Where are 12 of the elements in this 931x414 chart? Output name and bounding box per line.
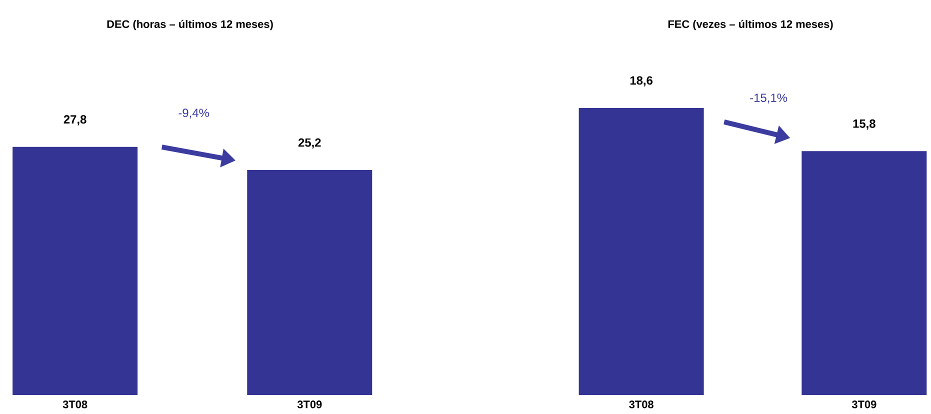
- data-label: 15,8: [853, 119, 876, 130]
- text: -9,4%: [178, 108, 209, 119]
- chart-title: FEC (vezes – últimos 12 meses): [668, 20, 833, 30]
- chart-title: DEC (horas – últimos 12 meses): [107, 20, 273, 30]
- data-label: 27,8: [64, 115, 86, 126]
- data-label: 18,6: [630, 76, 653, 86]
- x-tick-label: 3T08: [629, 400, 654, 408]
- x-tick-label: 3T09: [297, 400, 322, 408]
- text: -15,1%: [750, 94, 788, 104]
- data-label: 25,2: [298, 138, 321, 149]
- x-tick-label: 3T09: [852, 400, 876, 408]
- x-tick-label: 3T08: [62, 400, 88, 408]
